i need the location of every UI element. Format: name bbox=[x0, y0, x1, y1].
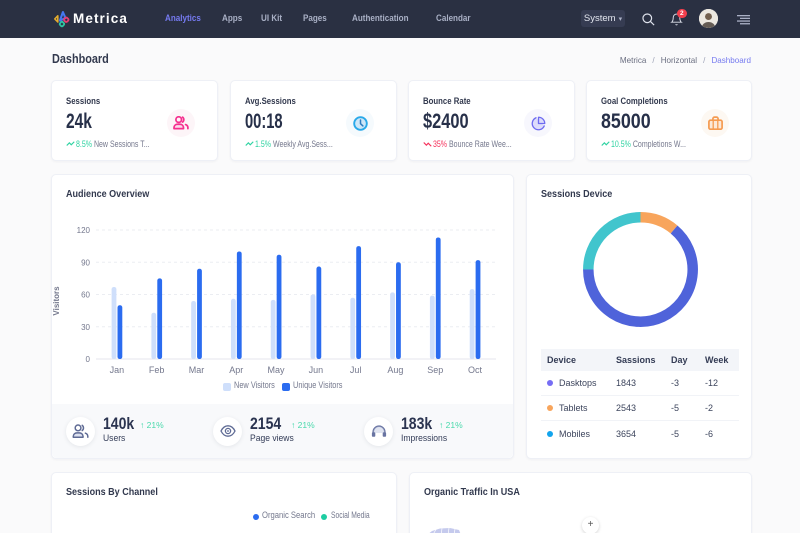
svg-text:Apr: Apr bbox=[229, 365, 243, 375]
svg-text:Jan: Jan bbox=[110, 365, 125, 375]
svg-text:90: 90 bbox=[81, 258, 90, 267]
svg-text:0: 0 bbox=[86, 355, 91, 364]
svg-text:Mar: Mar bbox=[189, 365, 205, 375]
svg-text:May: May bbox=[268, 365, 286, 375]
svg-text:Sep: Sep bbox=[427, 365, 443, 375]
svg-text:60: 60 bbox=[81, 291, 90, 300]
svg-text:Oct: Oct bbox=[468, 365, 483, 375]
svg-text:30: 30 bbox=[81, 323, 90, 332]
svg-text:Feb: Feb bbox=[149, 365, 165, 375]
svg-text:Visitors: Visitors bbox=[52, 286, 61, 316]
svg-text:120: 120 bbox=[77, 226, 91, 235]
svg-text:Aug: Aug bbox=[387, 365, 403, 375]
svg-text:Jul: Jul bbox=[350, 365, 362, 375]
svg-text:Jun: Jun bbox=[309, 365, 324, 375]
